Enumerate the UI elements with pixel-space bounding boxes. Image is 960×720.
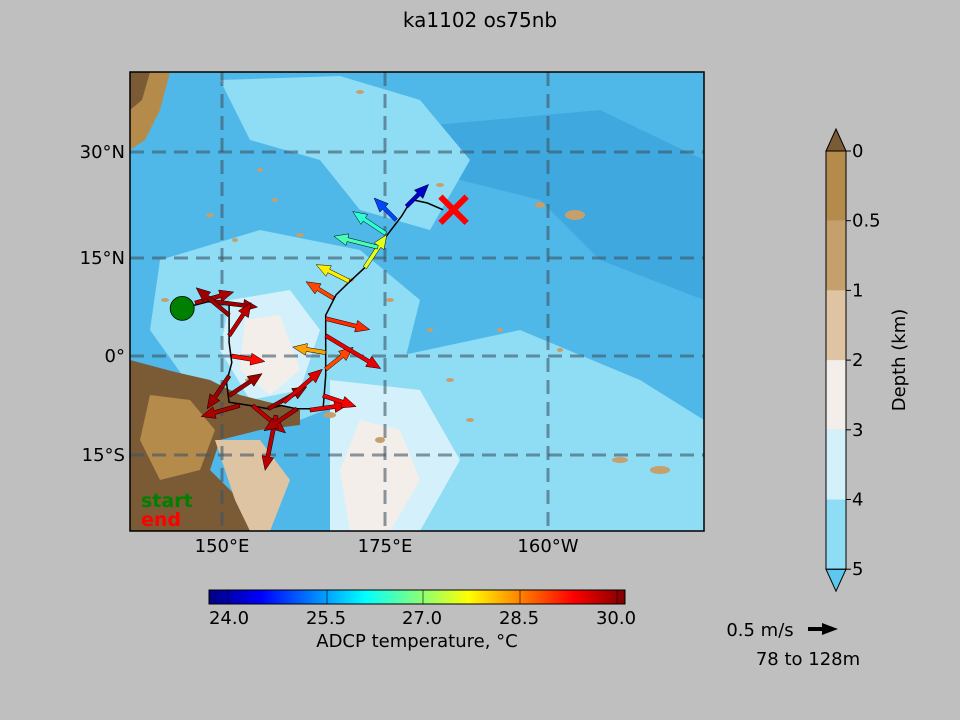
temp-colorbar — [208, 589, 626, 605]
current-vector-arrow — [200, 403, 241, 419]
lon-tick-label: 160°W — [517, 536, 578, 557]
start-marker — [169, 295, 195, 321]
current-vector-arrow — [195, 287, 231, 318]
depth-colorbar-segment — [826, 151, 846, 221]
depth-colorbar-extend-bottom — [825, 568, 847, 593]
current-vector-arrow — [231, 352, 266, 366]
depth-colorbar-segment — [826, 290, 846, 361]
current-vector-arrow — [352, 211, 388, 236]
shallow-ridge-2 — [340, 420, 420, 531]
current-vector-arrow — [194, 289, 235, 306]
current-vectors — [194, 183, 430, 472]
lon-tick-labels: 150°E 175°E 160°W — [195, 536, 579, 557]
islands — [161, 90, 670, 474]
lat-tick-label: 0° — [105, 346, 125, 367]
map-frame — [129, 71, 705, 532]
vector-key-arrow-icon — [808, 623, 838, 635]
current-vector-arrow — [282, 368, 323, 405]
depth-colorbar-extend-top — [825, 127, 847, 152]
current-vector-arrow — [292, 343, 327, 356]
current-vector-arrow — [333, 233, 379, 250]
temp-colorbar-ticks: 24.0 25.5 27.0 28.5 30.0 — [209, 608, 636, 629]
start-label: start — [141, 490, 193, 512]
ship-track — [182, 198, 444, 410]
current-vector-arrow — [206, 374, 232, 410]
lon-tick-label: 175°E — [358, 536, 413, 557]
land-highland — [140, 395, 215, 480]
temp-tick-label: 24.0 — [209, 608, 249, 629]
current-vector-arrow — [373, 197, 398, 222]
current-vector-arrow — [324, 333, 382, 369]
depth-tick-label: 0.5 — [852, 211, 881, 232]
lat-tick-label: 15°S — [82, 445, 125, 466]
lat-tick-label: 15°N — [80, 248, 125, 269]
temp-colorbar-label: ADCP temperature, °C — [316, 631, 517, 652]
shelf-area-north — [220, 76, 470, 230]
map-panel — [130, 72, 704, 531]
end-marker-stroke — [438, 194, 469, 226]
end-label: end — [141, 509, 181, 531]
depth-tick-label: 4 — [852, 490, 863, 511]
depth-colorbar-segment — [826, 429, 846, 500]
temp-colorbar-dividers — [227, 590, 618, 604]
temp-tick-label: 27.0 — [402, 608, 442, 629]
depth-tick-label: 0 — [852, 141, 863, 162]
temp-tick-label: 30.0 — [596, 608, 636, 629]
current-vector-arrow — [263, 406, 299, 432]
current-vector-arrow — [227, 373, 263, 398]
depth-colorbar-segment — [826, 360, 846, 430]
land-coast — [215, 440, 290, 531]
temp-tick-label: 28.5 — [499, 608, 539, 629]
current-vector-arrow — [227, 302, 252, 338]
temp-tick-label: 25.5 — [306, 608, 346, 629]
depth-colorbar-segment — [826, 499, 846, 570]
depth-tick-label: 5 — [852, 559, 863, 580]
vector-key-speed: 0.5 m/s — [726, 620, 793, 641]
depth-colorbar: 0 0.5 1 2 3 4 5 — [825, 127, 881, 593]
depth-colorbar-label: Depth (km) — [889, 309, 910, 412]
current-vector-arrow — [305, 281, 335, 301]
lat-tick-labels: 30°N 15°N 0° 15°S — [80, 142, 125, 466]
lat-tick-label: 30°N — [80, 142, 125, 163]
land-northwest-dark — [130, 72, 150, 110]
depth-tick-label: 1 — [852, 280, 863, 301]
chart-title: ka1102 os75nb — [403, 8, 557, 32]
current-vector-arrow — [322, 393, 357, 409]
lon-tick-label: 150°E — [195, 536, 250, 557]
current-vector-arrow — [362, 234, 388, 270]
depth-tick-label: 3 — [852, 420, 863, 441]
current-vector-arrow — [324, 316, 371, 333]
vector-key-depth: 78 to 128m — [756, 649, 860, 670]
current-vector-arrow — [404, 183, 430, 209]
end-marker — [438, 194, 469, 226]
depth-colorbar-segment — [826, 220, 846, 291]
depth-tick-label: 2 — [852, 350, 863, 371]
current-vector-arrow — [315, 264, 351, 284]
